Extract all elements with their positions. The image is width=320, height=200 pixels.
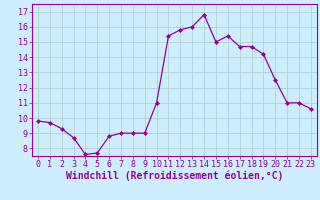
X-axis label: Windchill (Refroidissement éolien,°C): Windchill (Refroidissement éolien,°C) (66, 171, 283, 181)
